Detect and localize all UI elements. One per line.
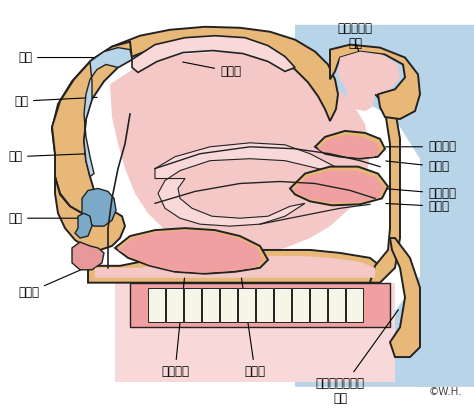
Polygon shape: [220, 288, 237, 322]
Polygon shape: [55, 177, 125, 250]
Polygon shape: [115, 283, 395, 382]
Text: ©W.H.: ©W.H.: [428, 387, 462, 397]
Polygon shape: [338, 52, 400, 111]
Polygon shape: [52, 42, 132, 213]
Polygon shape: [52, 27, 338, 183]
Polygon shape: [166, 288, 183, 322]
Text: 下鼻道: 下鼻道: [240, 271, 265, 378]
Polygon shape: [292, 288, 309, 322]
Polygon shape: [88, 250, 380, 283]
Polygon shape: [274, 288, 291, 322]
Polygon shape: [115, 228, 268, 274]
Text: 外鼻孔: 外鼻孔: [18, 267, 88, 299]
Polygon shape: [328, 288, 345, 322]
Polygon shape: [415, 278, 460, 387]
Text: 鼻骨: 鼻骨: [14, 95, 97, 108]
Polygon shape: [110, 52, 370, 253]
Polygon shape: [132, 36, 295, 73]
Polygon shape: [155, 143, 338, 226]
Text: 鼻翼: 鼻翼: [8, 150, 85, 163]
Polygon shape: [295, 25, 474, 387]
Text: 上鼻道: 上鼻道: [386, 160, 449, 173]
Polygon shape: [318, 135, 380, 158]
Text: 耳管の咽頭への
開口: 耳管の咽頭への 開口: [316, 310, 398, 405]
Polygon shape: [370, 89, 400, 283]
Polygon shape: [315, 131, 385, 159]
Text: 中鼻道: 中鼻道: [386, 200, 449, 213]
Polygon shape: [84, 48, 132, 177]
Text: 蝶形骨洞の
開口: 蝶形骨洞の 開口: [337, 22, 373, 50]
Text: 下鼻甲介: 下鼻甲介: [161, 276, 189, 378]
Polygon shape: [148, 288, 165, 322]
Text: 鼻根: 鼻根: [18, 51, 127, 64]
Polygon shape: [346, 288, 363, 322]
Polygon shape: [330, 44, 420, 119]
Text: 前頭洞: 前頭洞: [182, 62, 241, 78]
Polygon shape: [72, 242, 104, 270]
Polygon shape: [290, 166, 388, 205]
Polygon shape: [390, 238, 420, 357]
Polygon shape: [118, 230, 263, 273]
Polygon shape: [184, 288, 201, 322]
Polygon shape: [256, 288, 273, 322]
Polygon shape: [238, 288, 255, 322]
Polygon shape: [310, 288, 327, 322]
Text: 鼻尖: 鼻尖: [8, 212, 81, 225]
Text: 中鼻甲介: 中鼻甲介: [386, 187, 456, 200]
Polygon shape: [202, 288, 219, 322]
Polygon shape: [293, 171, 384, 202]
Polygon shape: [75, 213, 92, 238]
Text: 上鼻甲介: 上鼻甲介: [386, 140, 456, 153]
Polygon shape: [95, 256, 375, 278]
Polygon shape: [82, 188, 116, 226]
Polygon shape: [130, 283, 390, 327]
